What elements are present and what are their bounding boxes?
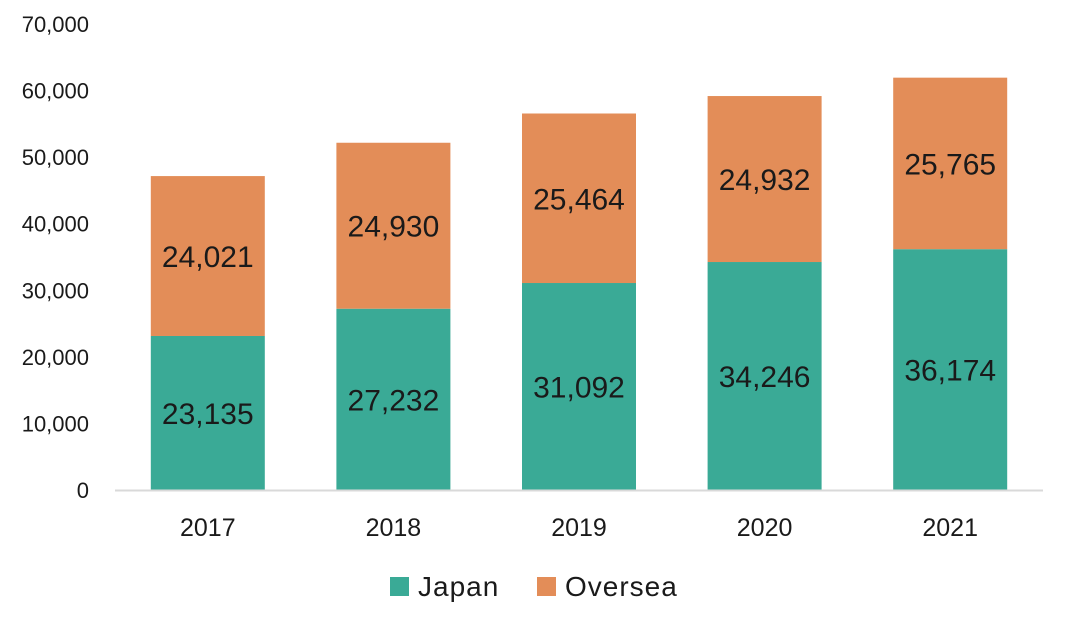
legend-label-oversea: Oversea (565, 571, 678, 602)
bar-segment-japan-2018 (336, 308, 451, 490)
bar-segment-japan-2019 (522, 283, 636, 490)
data-label-japan-2020: 34,246 (719, 361, 811, 394)
data-label-japan-2021: 36,174 (904, 355, 996, 388)
data-label-oversea-2018: 24,930 (348, 211, 440, 244)
bar-segment-japan-2021 (893, 249, 1008, 490)
y-tick-label: 20,000 (22, 345, 89, 370)
y-tick-label: 10,000 (22, 411, 89, 436)
y-tick-label: 50,000 (22, 145, 89, 170)
legend: Japan Oversea (390, 571, 678, 602)
data-label-oversea-2019: 25,464 (533, 183, 625, 216)
x-tick-label: 2019 (551, 514, 607, 542)
data-label-oversea-2020: 24,932 (719, 164, 811, 197)
data-label-oversea-2017: 24,021 (162, 241, 254, 274)
data-label-oversea-2021: 25,765 (904, 148, 996, 181)
bar-segment-oversea-2021 (893, 77, 1008, 250)
y-tick-label: 60,000 (22, 79, 89, 104)
x-tick-label: 2021 (922, 514, 978, 542)
bar-segment-oversea-2018 (336, 142, 451, 309)
bar-segment-japan-2020 (707, 262, 822, 490)
data-label-japan-2019: 31,092 (533, 372, 625, 405)
y-tick-label: 0 (77, 478, 89, 503)
y-axis: 0 10,000 20,000 30,000 40,000 50,000 60,000 70,… (22, 12, 89, 503)
data-label-japan-2018: 27,232 (348, 384, 440, 417)
data-label-japan-2017: 23,135 (162, 398, 254, 431)
x-tick-label: 2020 (737, 514, 793, 542)
y-tick-label: 30,000 (22, 278, 89, 303)
legend-swatch-japan (390, 577, 409, 596)
x-tick-label: 2018 (366, 514, 422, 542)
x-tick-label: 2017 (180, 514, 236, 542)
y-tick-label: 70,000 (22, 12, 89, 37)
y-tick-label: 40,000 (22, 212, 89, 237)
legend-label-japan: Japan (418, 571, 499, 602)
bar-segment-japan-2017 (150, 335, 265, 490)
legend-swatch-oversea (537, 577, 556, 596)
bar-segment-oversea-2020 (707, 96, 822, 263)
bar-group: 23,135 24,021 27,232 24,930 31,092 25,464 34,2… (150, 77, 1008, 490)
bar-segment-oversea-2019 (522, 113, 636, 284)
bar-segment-oversea-2017 (150, 176, 265, 336)
x-axis: 2017 2018 2019 2020 2021 (180, 514, 978, 542)
